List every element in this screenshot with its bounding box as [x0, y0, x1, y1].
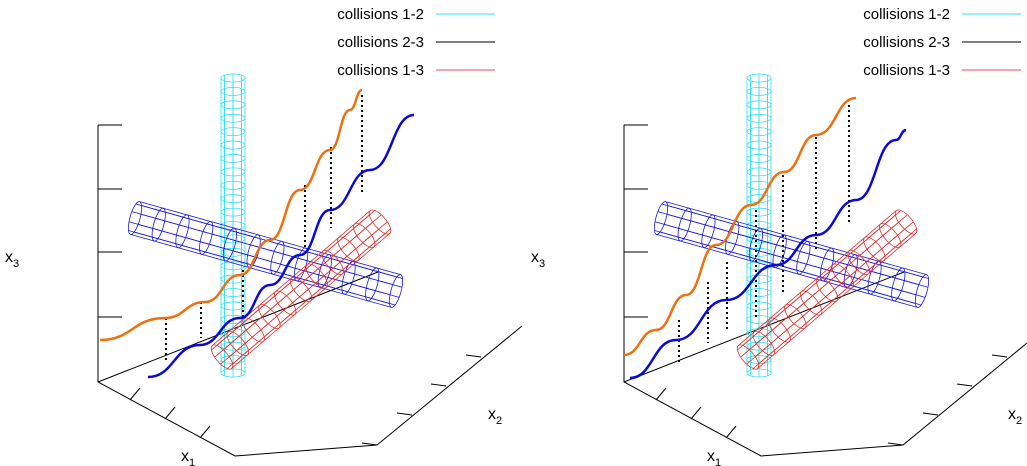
right-red-cylinder-line [737, 210, 897, 346]
left-red-cylinder-line [216, 210, 376, 346]
right-red-cylinder-line [742, 210, 902, 346]
left-legend-label-1: collisions 1-2 [337, 6, 424, 23]
right-red-cylinder-line [755, 221, 914, 358]
left-dotted-connectors [165, 95, 363, 360]
right-blue-trajectory [629, 128, 907, 380]
left-red-cylinder-line [211, 210, 371, 346]
right-legend-label-1: collisions 1-2 [863, 6, 950, 23]
left-axes-frame [97, 124, 523, 457]
right-blue-cylinder-line [665, 201, 927, 276]
right-blue-cylinder-line [654, 221, 917, 296]
right-blue-cylinder-line [656, 233, 918, 308]
left-legend-label-3: collisions 1-3 [337, 62, 424, 79]
left-3d-plot: x3 x1 x2 collisions 1-2 collisions 2-3 c… [5, 6, 523, 466]
left-cylinder-collisions-1-3 [210, 209, 392, 370]
left-red-cylinder-line [229, 221, 388, 358]
left-blue-trajectory [147, 113, 415, 379]
left-blue-cylinder-line [139, 201, 401, 276]
left-cylinder-collisions-2-3 [127, 201, 404, 308]
right-legend: collisions 1-2 collisions 2-3 collisions… [863, 6, 1021, 79]
right-legend-label-3: collisions 1-3 [863, 62, 950, 79]
left-blue-cylinder-line [131, 211, 393, 286]
left-blue-cylinder-line [130, 233, 392, 308]
right-orange-trajectory [623, 96, 857, 357]
left-red-cylinder-line [231, 233, 391, 369]
right-x-axis-label: x1 [707, 448, 721, 466]
right-red-cylinder-line [758, 228, 917, 365]
right-y-axis-label: x2 [1008, 406, 1022, 427]
right-cylinder-collisions-1-3 [736, 209, 918, 370]
right-legend-label-2: collisions 2-3 [863, 34, 950, 51]
left-orange-trajectory [99, 88, 363, 342]
left-blue-cylinder-line [128, 221, 391, 296]
left-x-axis-label: x1 [181, 448, 195, 466]
right-blue-cylinder-line [657, 211, 919, 286]
left-z-axis-label: x3 [5, 249, 19, 270]
left-red-cylinder-line [232, 228, 391, 365]
left-legend: collisions 1-2 collisions 2-3 collisions… [337, 6, 495, 79]
right-red-cylinder-line [757, 233, 917, 369]
left-cylinder-collisions-1-2 [220, 73, 246, 378]
right-red-cylinder-line [749, 214, 908, 351]
right-axes-frame [623, 124, 1027, 457]
left-y-axis-label: x2 [488, 406, 502, 427]
left-legend-label-2: collisions 2-3 [337, 34, 424, 51]
right-z-axis-label: x3 [531, 249, 545, 270]
left-red-cylinder-line [223, 214, 382, 351]
right-3d-plot: x3 x1 x2 collisions 1-2 collisions 2-3 c… [531, 6, 1027, 466]
left-blue-cylinder-line [128, 230, 390, 304]
right-dotted-connectors [678, 105, 850, 365]
right-blue-cylinder-line [654, 230, 916, 304]
